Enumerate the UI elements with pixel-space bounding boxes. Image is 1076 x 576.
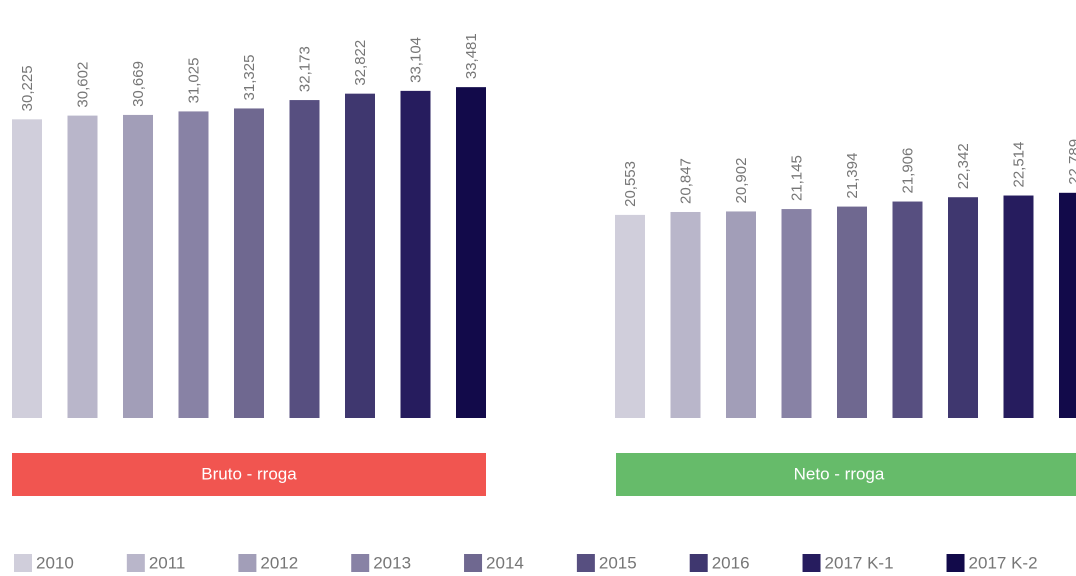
legend-label: 2013 [373, 553, 411, 572]
value-label: 31,325 [241, 55, 258, 101]
value-label: 22,342 [955, 143, 972, 189]
value-label: 20,902 [733, 158, 750, 204]
bar [948, 197, 978, 418]
value-label: 21,906 [900, 148, 917, 194]
legend-swatch [351, 554, 370, 572]
legend-swatch [576, 554, 595, 572]
legend-label: 2011 [149, 553, 186, 572]
legend-swatch [238, 554, 257, 572]
value-label: 33,481 [463, 33, 480, 79]
legend-label: 2010 [36, 553, 74, 572]
value-label: 22,514 [1011, 142, 1028, 188]
bar [781, 209, 812, 418]
value-label: 20,553 [622, 161, 639, 207]
value-label: 32,822 [352, 40, 369, 86]
value-label: 22.789 [1066, 139, 1076, 185]
legend-swatch [14, 554, 32, 572]
bar [726, 211, 756, 418]
legend-swatch [464, 554, 483, 572]
bar [123, 114, 153, 418]
bar [1059, 192, 1076, 418]
bar [178, 111, 209, 418]
bar [289, 100, 320, 419]
bar [1003, 195, 1034, 418]
bar [345, 93, 375, 418]
bar [67, 115, 98, 418]
legend-swatch [946, 554, 965, 572]
value-label: 21,394 [844, 153, 861, 199]
bar [670, 211, 701, 418]
category-band [616, 453, 1076, 496]
value-label: 30,669 [130, 61, 147, 107]
bar [615, 214, 645, 418]
bar [892, 201, 923, 418]
category-label: Bruto - rroga [201, 464, 297, 483]
legend-swatch [689, 554, 708, 572]
bar [12, 119, 42, 418]
legend-label: 2017 K-1 [825, 553, 894, 572]
legend-label: 2012 [260, 553, 298, 572]
bar [456, 87, 486, 418]
legend-label: 2017 K-2 [969, 553, 1038, 572]
legend-swatch [802, 554, 821, 572]
value-label: 31,025 [186, 58, 203, 104]
category-band [12, 453, 486, 496]
legend-swatch [126, 554, 145, 572]
value-label: 30,602 [75, 62, 92, 108]
bar [837, 206, 867, 418]
bar [234, 108, 264, 418]
legend-label: 2014 [486, 553, 524, 572]
category-label: Neto - rroga [794, 464, 885, 483]
value-label: 20,847 [678, 158, 695, 204]
bar [400, 90, 431, 419]
legend-label: 2015 [599, 553, 637, 572]
legend-label: 2016 [712, 553, 750, 572]
value-label: 32,173 [297, 46, 314, 92]
value-label: 30,225 [19, 65, 36, 111]
value-label: 33,104 [408, 37, 425, 83]
value-label: 21,145 [789, 155, 806, 201]
